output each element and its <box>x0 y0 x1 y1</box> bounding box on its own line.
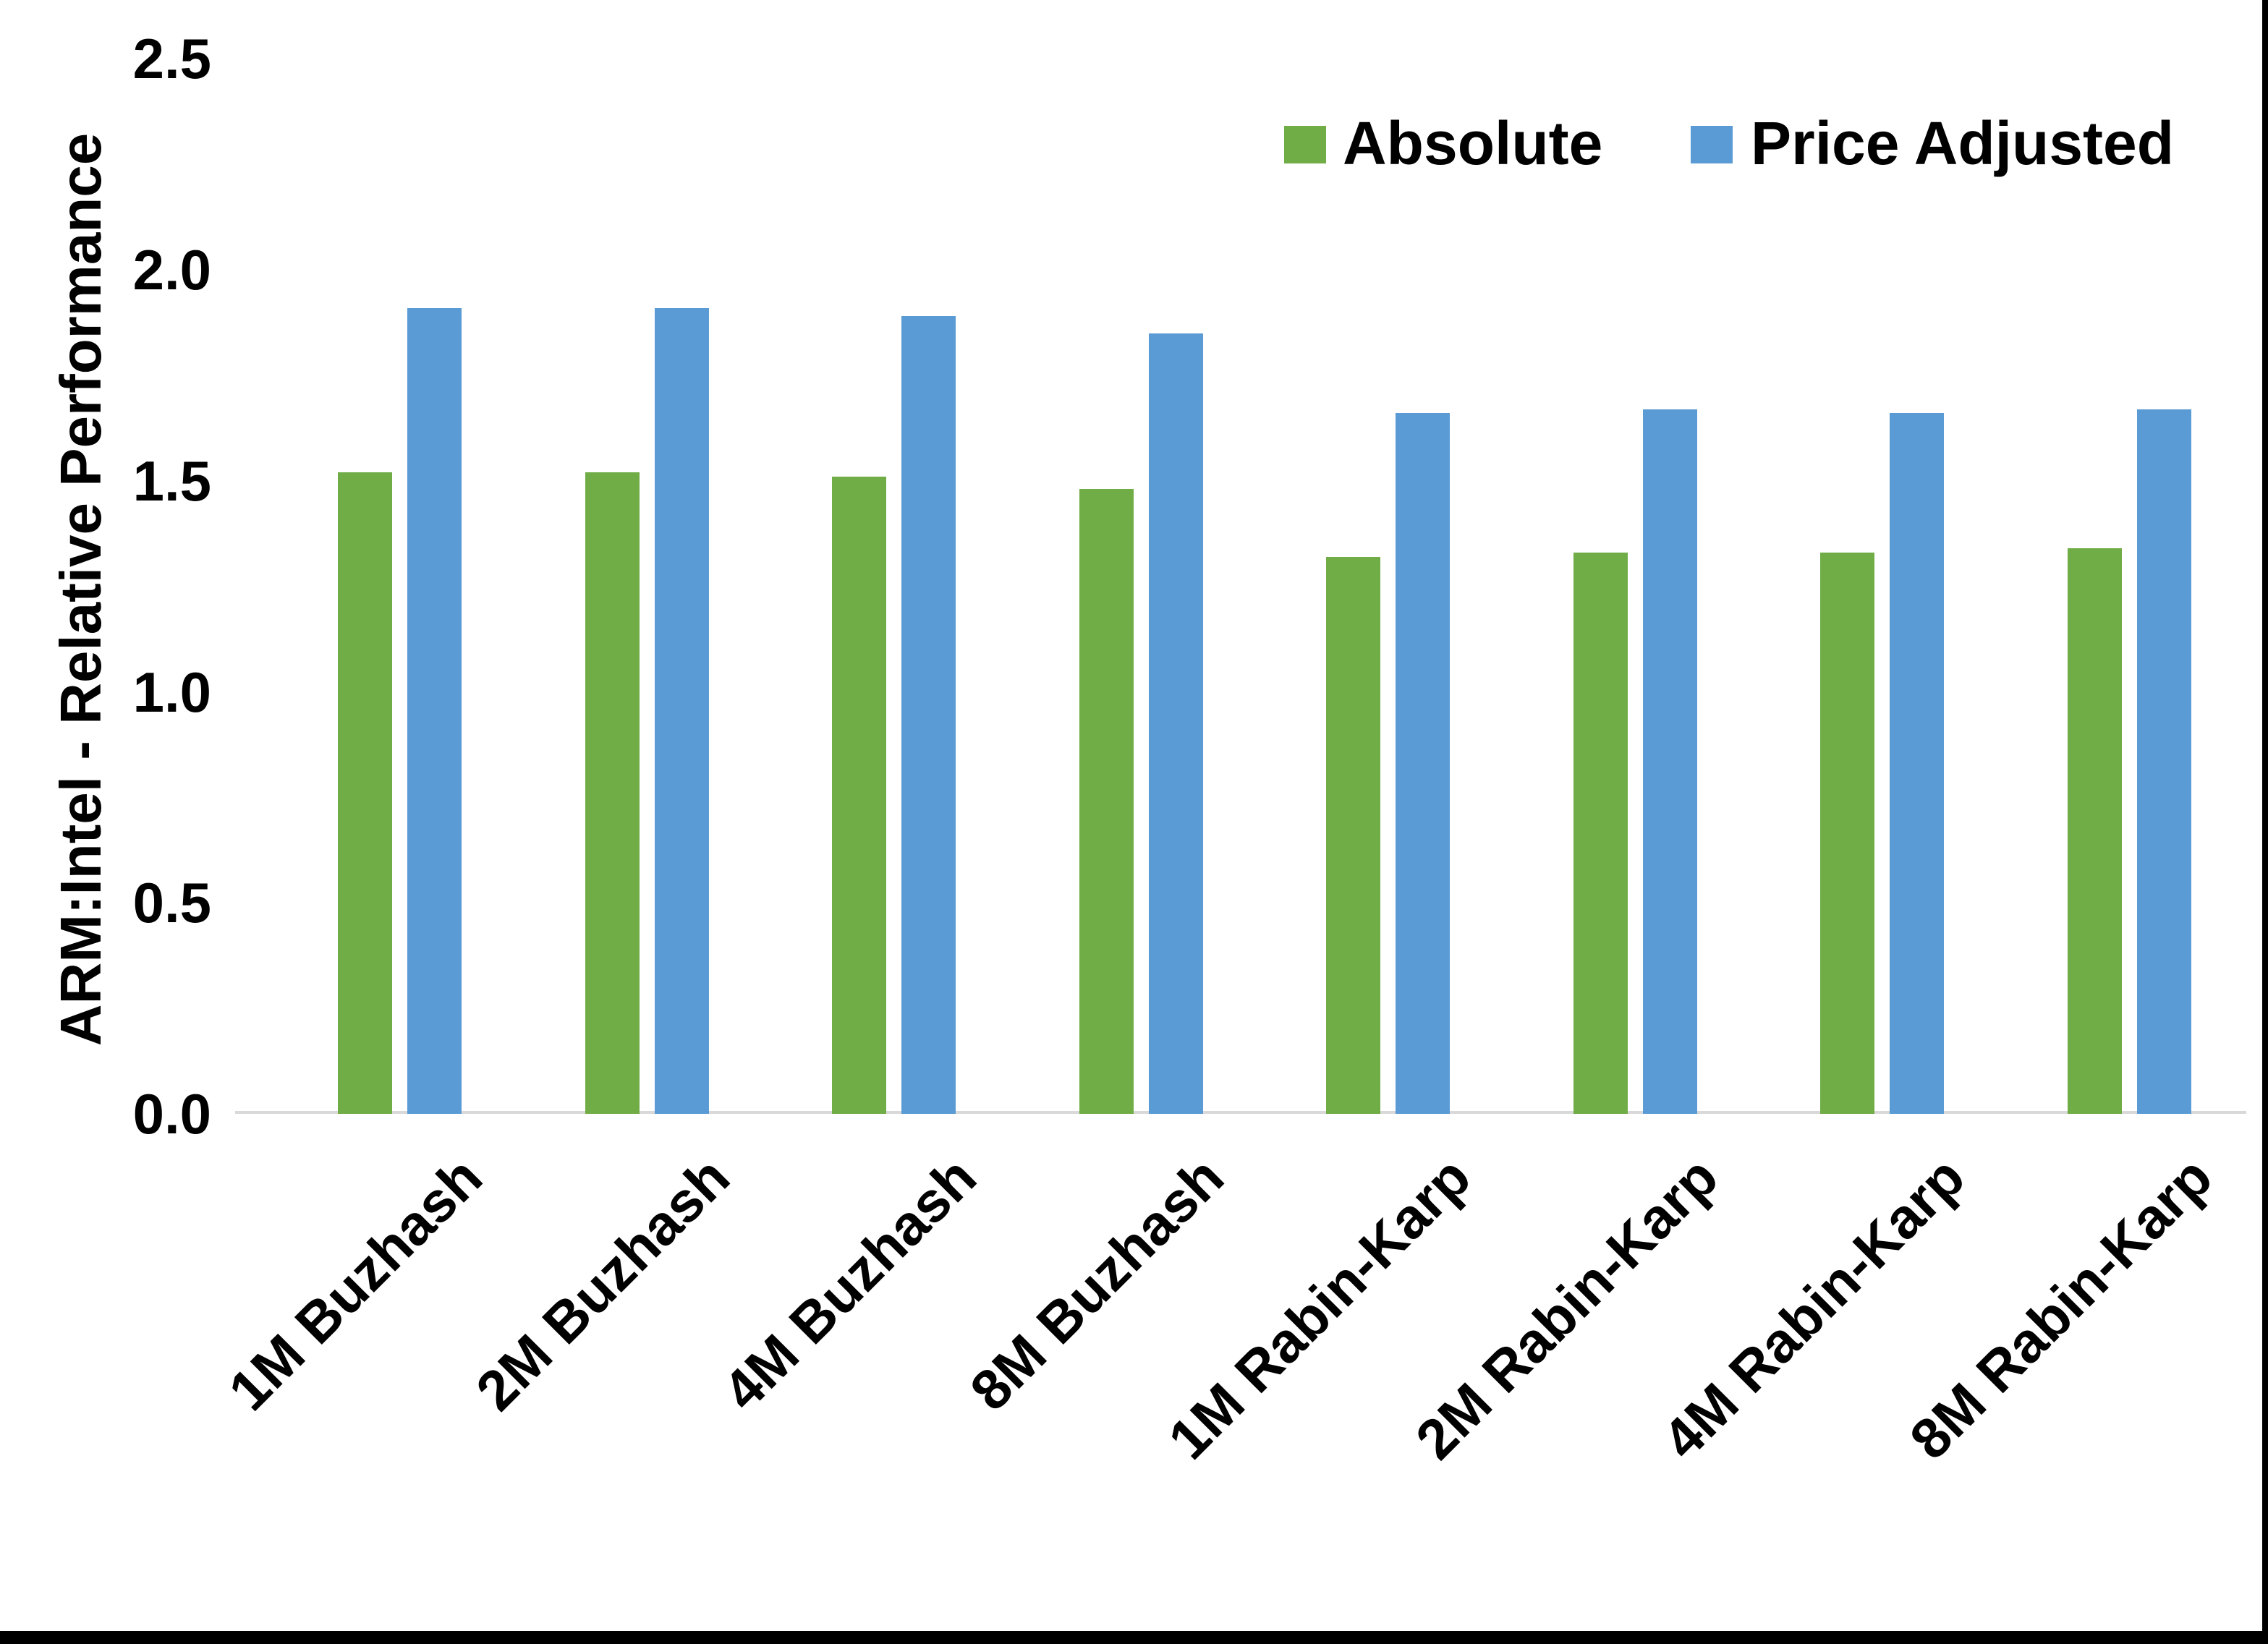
y-axis-tick-label: 1.5 <box>132 448 211 513</box>
y-axis-tick-label: 2.5 <box>132 27 211 91</box>
y-axis-tick-label: 0.0 <box>132 1082 211 1146</box>
bar-price-adjusted <box>1396 413 1450 1114</box>
bar-price-adjusted <box>655 308 709 1114</box>
x-axis-category-label: 1M Buzhash <box>216 1144 495 1423</box>
bar-price-adjusted <box>901 316 956 1114</box>
bar-absolute <box>338 472 392 1114</box>
bar-absolute <box>1820 553 1874 1114</box>
bar-price-adjusted <box>407 308 462 1114</box>
x-axis-line <box>235 1111 2246 1114</box>
x-axis-category-label: 8M Buzhash <box>957 1144 1236 1423</box>
bar-absolute <box>1326 557 1380 1114</box>
y-axis-tick-label: 0.5 <box>132 871 211 935</box>
bar-price-adjusted <box>1643 409 1697 1114</box>
y-axis-tick-label: 1.0 <box>132 660 211 724</box>
bar-price-adjusted <box>2137 409 2191 1114</box>
bar-absolute <box>1573 553 1628 1114</box>
bottom-border <box>0 1631 2268 1644</box>
bar-absolute <box>832 477 886 1114</box>
legend-swatch-absolute <box>1284 126 1326 163</box>
x-axis-category-label: 2M Buzhash <box>463 1144 742 1423</box>
bar-absolute <box>2068 548 2122 1114</box>
bar-price-adjusted <box>1149 333 1203 1114</box>
bar-absolute <box>1079 489 1134 1114</box>
legend-label-price-adjusted: Price Adjusted <box>1751 109 2175 177</box>
bar-absolute <box>585 472 640 1114</box>
y-axis-tick-label: 2.0 <box>132 238 211 302</box>
bar-price-adjusted <box>1890 413 1944 1114</box>
legend-label-absolute: Absolute <box>1343 109 1603 177</box>
x-axis-category-label: 4M Buzhash <box>710 1144 989 1423</box>
legend-swatch-price-adjusted <box>1691 126 1733 163</box>
right-border <box>2262 0 2268 1644</box>
